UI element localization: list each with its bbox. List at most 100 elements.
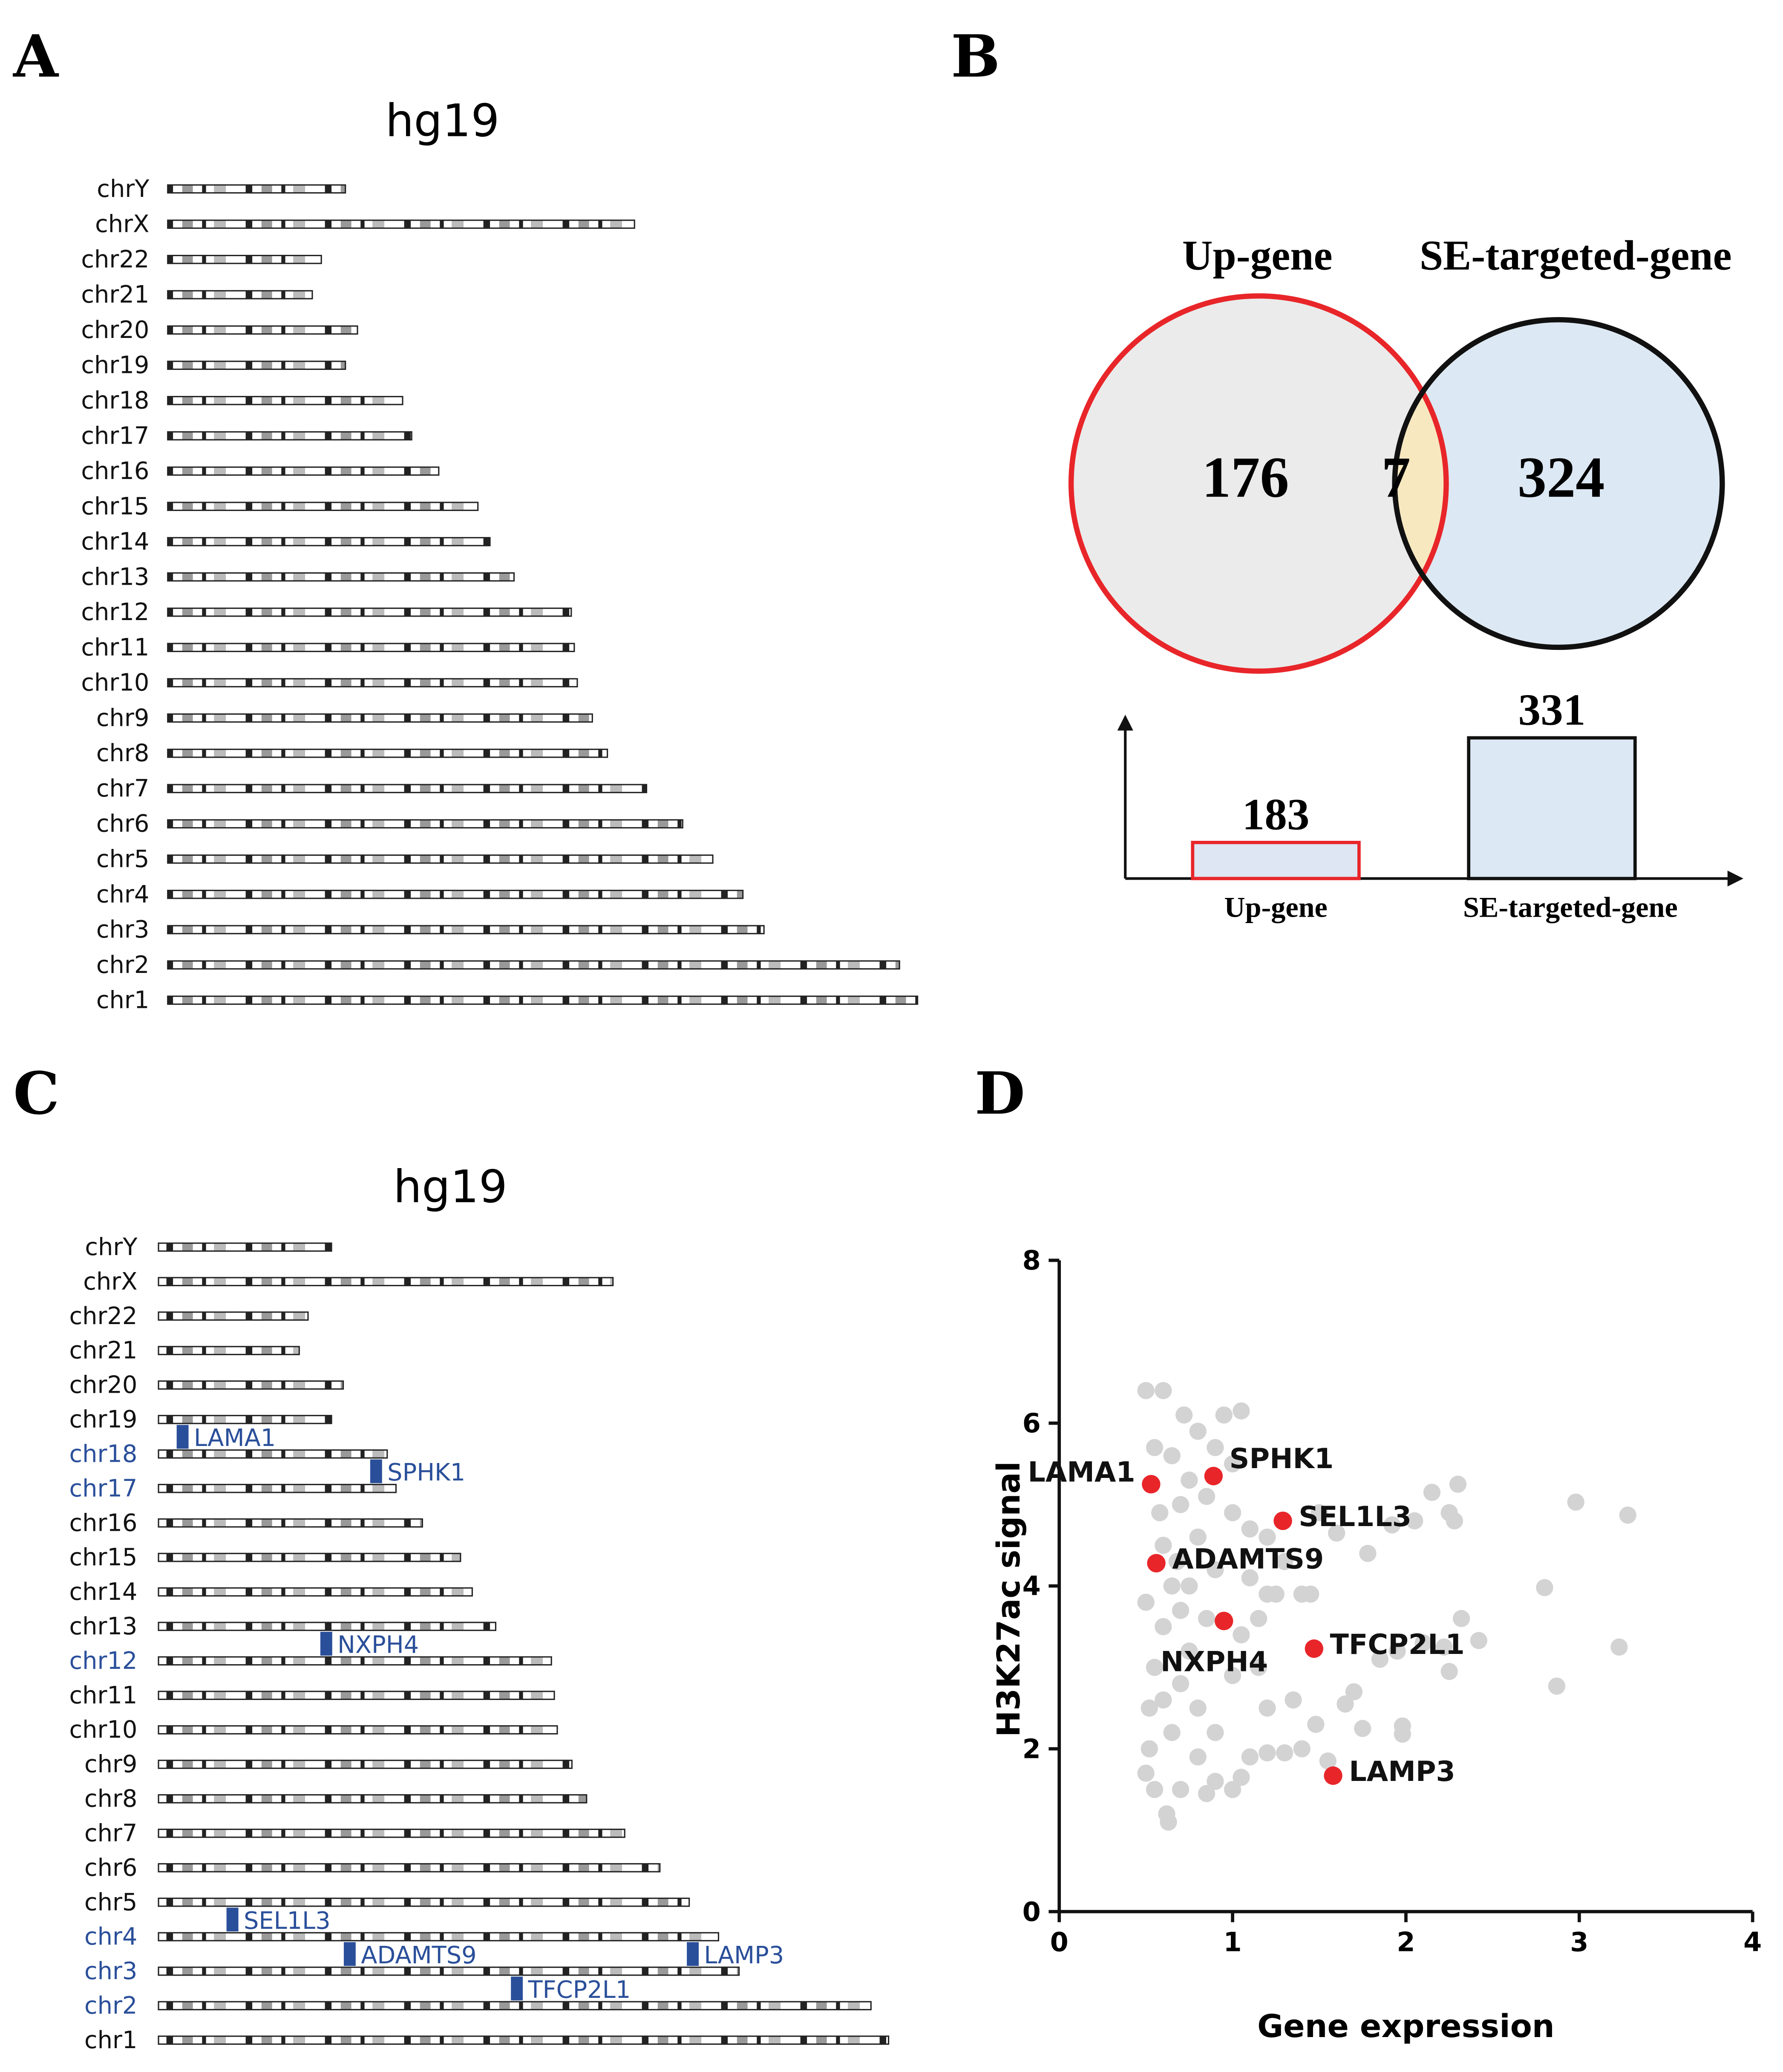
x-tick-label: 2	[1397, 1927, 1415, 1958]
panel-title: hg19	[386, 94, 500, 147]
point	[1215, 1406, 1233, 1424]
point	[1175, 1406, 1193, 1424]
chromosome	[167, 184, 346, 194]
gene-label: TFCP2L1	[528, 1976, 631, 2004]
point-label: NXPH4	[1161, 1646, 1268, 1678]
point	[1470, 1632, 1487, 1649]
chromosome-label: chr5	[84, 1888, 137, 1916]
chromosome-label: chr8	[96, 739, 149, 767]
point	[1141, 1740, 1158, 1757]
chromosome-label: chr22	[81, 245, 149, 273]
set-outline	[1068, 293, 1449, 674]
point	[1207, 1561, 1224, 1579]
chromosome-label: chr17	[81, 422, 149, 450]
point-label: LAMA1	[1028, 1457, 1135, 1489]
point	[1233, 1626, 1250, 1644]
point	[1155, 1382, 1172, 1400]
chromosome-label: chr21	[69, 1337, 137, 1365]
chromosome	[158, 2001, 872, 2011]
point	[1155, 1691, 1172, 1709]
chromosome	[167, 784, 648, 794]
point	[1394, 1726, 1411, 1743]
chromosome-label: chr2	[84, 1992, 137, 2020]
point	[1536, 1579, 1553, 1596]
chromosome	[167, 290, 313, 300]
point	[1452, 1610, 1470, 1628]
point	[1337, 1695, 1354, 1713]
x-axis-label: Gene expression	[1257, 2008, 1555, 2045]
point	[1224, 1781, 1241, 1798]
point	[1160, 1813, 1177, 1831]
chromosome-label: chr18	[69, 1440, 137, 1468]
chromosome	[158, 1760, 573, 1769]
bar-value: 331	[1518, 684, 1585, 734]
point	[1215, 1611, 1233, 1630]
chromosome-label: chrY	[97, 175, 150, 203]
y-tick-label: 2	[1023, 1733, 1041, 1764]
point	[1207, 1772, 1224, 1790]
chromosome	[158, 1518, 423, 1528]
point	[1147, 1554, 1166, 1573]
chromosome-label: chr14	[81, 528, 149, 556]
chromosome-label: chrY	[85, 1233, 138, 1261]
chromosome	[167, 713, 593, 723]
point	[1354, 1720, 1371, 1737]
point	[1198, 1488, 1216, 1505]
chromosome	[167, 502, 479, 511]
point	[1345, 1683, 1363, 1701]
x-tick-label: 1	[1223, 1927, 1241, 1958]
gene-label: ADAMTS9	[361, 1942, 476, 1969]
gene-marker	[687, 1942, 699, 1966]
chromosome-label: chr21	[81, 281, 149, 309]
chromosome-label: chr10	[81, 669, 149, 697]
point	[1267, 1585, 1285, 1603]
point	[1383, 1516, 1401, 1534]
gene-label: NXPH4	[337, 1631, 419, 1659]
y-axis-label: H3K27ac signal	[990, 1461, 1027, 1737]
point	[1204, 1466, 1223, 1486]
chromosome	[167, 361, 346, 370]
point	[1307, 1716, 1325, 1733]
point	[1328, 1524, 1345, 1542]
set-circle	[1071, 296, 1446, 671]
chromosome-label: chr4	[84, 1923, 137, 1951]
chromosome	[158, 1828, 625, 1838]
chromosome	[158, 1691, 555, 1700]
point	[1619, 1506, 1636, 1524]
point	[1285, 1691, 1302, 1709]
chromosome-label: chr7	[84, 1819, 137, 1847]
point	[1371, 1651, 1389, 1668]
point	[1181, 1642, 1198, 1660]
point	[1250, 1610, 1267, 1628]
point	[1146, 1781, 1164, 1798]
point	[1172, 1781, 1190, 1798]
point	[1172, 1602, 1190, 1619]
chromosome	[158, 1483, 397, 1493]
point	[1359, 1544, 1377, 1562]
chromosome-label: chr20	[69, 1371, 137, 1399]
point	[1293, 1740, 1311, 1757]
point	[1259, 1528, 1276, 1546]
chromosome-label: chr20	[81, 316, 149, 344]
chromosome-label: chr13	[69, 1613, 137, 1640]
chromosome	[167, 643, 575, 652]
chromosome-label: chr1	[84, 2026, 137, 2054]
point	[1548, 1677, 1566, 1695]
chromosome-label: chr11	[81, 634, 149, 661]
y-tick-label: 0	[1023, 1896, 1041, 1927]
point	[1181, 1472, 1198, 1489]
point	[1319, 1752, 1337, 1770]
point	[1189, 1699, 1207, 1717]
point	[1567, 1493, 1584, 1511]
point	[1305, 1639, 1323, 1658]
chromosome-label: chr22	[69, 1302, 137, 1330]
chromosome	[158, 1242, 332, 1252]
chromosome-label: chr15	[81, 493, 149, 520]
chromosome	[158, 1794, 588, 1804]
point-label: ADAMTS9	[1172, 1543, 1324, 1575]
chromosome	[167, 607, 572, 617]
y-tick-label: 8	[1023, 1245, 1041, 1276]
point	[1146, 1439, 1164, 1456]
chromosome-label: chr18	[81, 387, 149, 415]
chromosome	[158, 1553, 461, 1562]
